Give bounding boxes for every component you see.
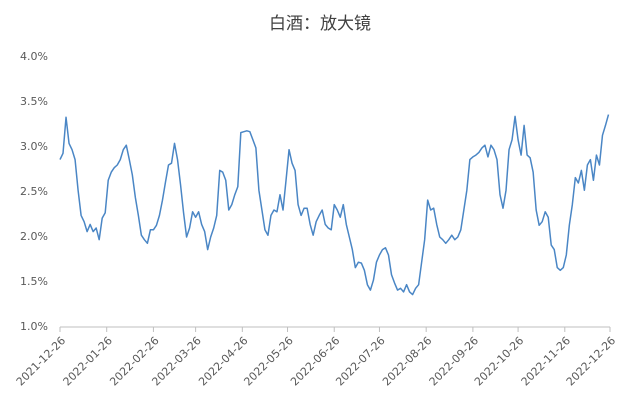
- x-tick-label: 2021-12-26: [14, 334, 68, 388]
- y-tick-label: 4.0%: [20, 50, 48, 63]
- y-tick-label: 1.5%: [20, 275, 48, 288]
- chart-title: 白酒：放大镜: [269, 14, 371, 34]
- y-tick-label: 3.0%: [20, 140, 48, 153]
- x-tick-label: 2022-01-26: [61, 334, 115, 388]
- y-tick-label: 2.0%: [20, 230, 48, 243]
- y-tick-label: 1.0%: [20, 320, 48, 333]
- x-tick-label: 2022-08-26: [380, 334, 434, 388]
- line-series: [59, 114, 610, 296]
- y-tick-label: 3.5%: [20, 95, 48, 108]
- y-tick-label: 2.5%: [20, 185, 48, 198]
